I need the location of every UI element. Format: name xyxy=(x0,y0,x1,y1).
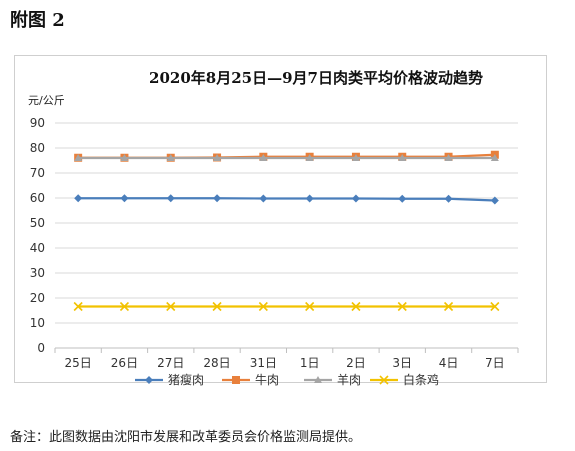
data-point xyxy=(351,154,360,161)
appendix-heading: 附图 2 xyxy=(10,10,65,31)
legend: 猪瘦肉 牛肉 羊肉 白条鸡 xyxy=(135,372,439,387)
series-1 xyxy=(74,150,499,162)
legend-marker xyxy=(314,376,322,383)
data-point xyxy=(213,154,222,161)
data-point xyxy=(490,196,499,205)
data-point xyxy=(305,301,315,312)
x-tick-label: 31日 xyxy=(250,356,277,370)
y-tick-label: 10 xyxy=(30,316,45,330)
legend-marker xyxy=(379,375,389,385)
x-tick-label: 7日 xyxy=(485,356,505,370)
data-point xyxy=(351,194,360,203)
legend-label: 羊肉 xyxy=(337,372,361,387)
data-point xyxy=(490,301,500,312)
data-point xyxy=(351,301,361,312)
legend-marker xyxy=(145,376,153,384)
series-2 xyxy=(74,154,499,161)
data-point xyxy=(166,301,176,312)
data-point xyxy=(74,194,83,203)
x-tick-label: 25日 xyxy=(65,356,92,370)
x-tick-label: 2日 xyxy=(346,356,366,370)
series-0 xyxy=(74,194,499,205)
data-point xyxy=(490,154,499,161)
x-tick-label: 26日 xyxy=(111,356,138,370)
x-tick-label: 27日 xyxy=(157,356,184,370)
x-axis: 25日 26日 27日 28日 31日 1日 2日 3日 4日 7日 xyxy=(54,347,519,370)
chart-title: 2020年8月25日—9月7日肉类平均价格波动趋势 xyxy=(149,69,483,87)
legend-label: 猪瘦肉 xyxy=(168,372,204,387)
series-line xyxy=(78,197,495,202)
y-tick-label: 0 xyxy=(37,341,45,355)
y-tick-label: 70 xyxy=(30,166,45,180)
data-point xyxy=(259,154,268,161)
y-tick-label: 30 xyxy=(30,266,45,280)
legend-marker xyxy=(232,376,240,384)
data-point xyxy=(74,154,83,161)
y-tick-label: 50 xyxy=(30,216,45,230)
data-point xyxy=(398,154,407,161)
series-3 xyxy=(73,301,500,312)
legend-item: 牛肉 xyxy=(222,372,279,387)
y-tick-label: 20 xyxy=(30,291,45,305)
data-point xyxy=(119,301,130,312)
data-point xyxy=(443,301,454,312)
y-tick-label: 80 xyxy=(30,141,45,155)
y-tick-label: 90 xyxy=(30,116,45,130)
footnote: 备注：此图数据由沈阳市发展和改革委员会价格监测局提供。 xyxy=(10,430,362,445)
data-point xyxy=(120,154,129,161)
x-tick-label: 3日 xyxy=(392,356,412,370)
data-point xyxy=(166,194,175,203)
data-point xyxy=(120,194,129,203)
legend-item: 羊肉 xyxy=(304,372,361,387)
data-point xyxy=(398,194,407,203)
x-tick-label: 1日 xyxy=(300,356,320,370)
data-point xyxy=(444,154,453,161)
data-point xyxy=(73,301,83,312)
data-point xyxy=(397,301,407,312)
legend-item: 猪瘦肉 xyxy=(135,372,204,387)
chart-frame xyxy=(14,55,547,383)
data-point xyxy=(213,194,222,203)
series-group xyxy=(73,150,500,312)
y-tick-label: 60 xyxy=(30,191,45,205)
legend-item: 白条鸡 xyxy=(370,372,439,387)
legend-label: 白条鸡 xyxy=(403,372,439,387)
data-point xyxy=(444,194,453,203)
data-point xyxy=(212,301,222,312)
data-point xyxy=(258,301,268,312)
data-point xyxy=(259,194,268,203)
y-axis-unit-label: 元/公斤 xyxy=(28,94,65,107)
data-point xyxy=(305,194,314,203)
line-chart: 2020年8月25日—9月7日肉类平均价格波动趋势 元/公斤 0 10 20 30 40… xyxy=(28,69,519,387)
x-tick-label: 28日 xyxy=(203,356,230,370)
data-point xyxy=(166,154,175,161)
x-tick-label: 4日 xyxy=(439,356,459,370)
data-point xyxy=(305,154,314,161)
y-tick-label: 40 xyxy=(30,241,45,255)
legend-label: 牛肉 xyxy=(255,372,279,387)
y-axis-ticks: 0 10 20 30 40 50 60 70 80 90 xyxy=(30,116,45,355)
